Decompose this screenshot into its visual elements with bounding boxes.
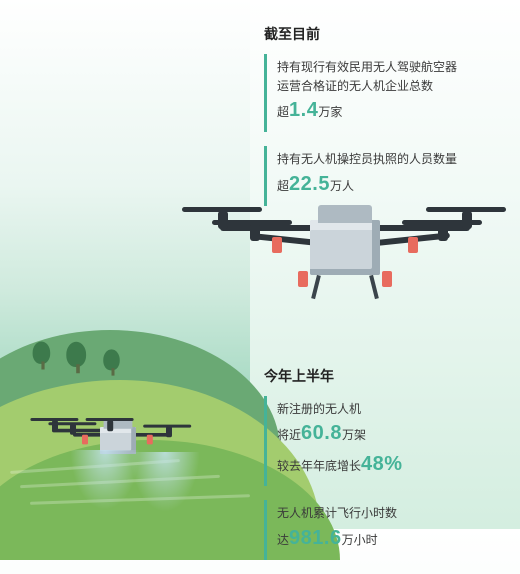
stat-operators: 持有无人机操控员执照的人员数量 超22.5万人 xyxy=(264,146,506,206)
stat-value-line: 将近60.8万架 xyxy=(277,418,506,449)
tree-icon xyxy=(66,342,89,374)
stat-enterprises: 持有现行有效民用无人驾驶航空器 运营合格证的无人机企业总数 超1.4万家 xyxy=(264,54,506,132)
stat-value-line: 超22.5万人 xyxy=(277,169,506,200)
tree-icon xyxy=(33,342,54,370)
stat-number: 1.4 xyxy=(289,99,318,121)
section2-title: 今年上半年 xyxy=(264,366,506,386)
section1-title: 截至目前 xyxy=(264,24,506,44)
stat-number: 981.6 xyxy=(289,527,342,549)
spray-mist xyxy=(130,452,200,512)
stat-number: 22.5 xyxy=(289,173,330,195)
stat-line: 运营合格证的无人机企业总数 xyxy=(277,77,506,96)
stat-flight-hours: 无人机累计飞行小时数 达981.6万小时 xyxy=(264,500,506,560)
stat-line: 无人机累计飞行小时数 xyxy=(277,504,506,523)
stat-line: 持有现行有效民用无人驾驶航空器 xyxy=(277,58,506,77)
stat-line: 持有无人机操控员执照的人员数量 xyxy=(277,150,506,169)
stat-new-registrations: 新注册的无人机 将近60.8万架 较去年年底增长48% xyxy=(264,396,506,487)
stats-panel: 截至目前 持有现行有效民用无人驾驶航空器 运营合格证的无人机企业总数 超1.4万… xyxy=(250,0,520,574)
stat-number: 60.8 xyxy=(301,422,342,444)
stat-value-line: 超1.4万家 xyxy=(277,95,506,126)
drone-small-icon xyxy=(40,400,136,448)
tree-icon xyxy=(103,349,123,375)
stat-value-line: 达981.6万小时 xyxy=(277,523,506,554)
stat-growth-line: 较去年年底增长48% xyxy=(277,449,506,480)
stat-line: 新注册的无人机 xyxy=(277,400,506,419)
stat-number: 48% xyxy=(361,453,403,475)
